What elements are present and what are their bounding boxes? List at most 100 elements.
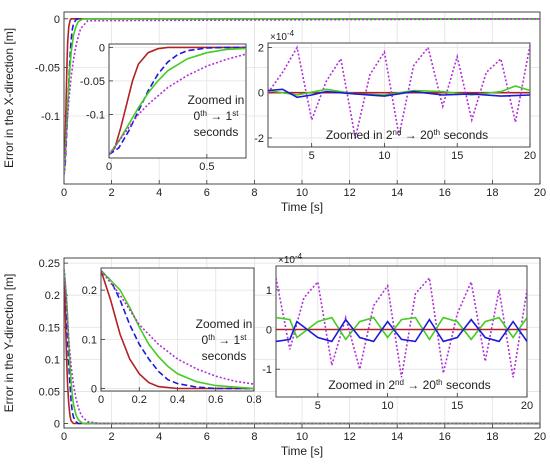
y-inset2-exponent-sup: -4 — [295, 252, 303, 261]
y-inset1-series-3 — [101, 270, 254, 385]
x-main-xtick-label: 2 — [109, 187, 115, 199]
x-inset1-series-2 — [109, 47, 246, 156]
y-main-series-3 — [64, 269, 540, 425]
y-main-ytick-label: 0 — [54, 419, 60, 431]
y-main-xlabel: Time [s] — [281, 444, 323, 458]
y-inset1-series-0 — [101, 270, 254, 390]
x-main-xtick-label: 4 — [156, 187, 162, 199]
x-main-series-3 — [64, 18, 540, 175]
x-inset2-xtick-label: 5 — [309, 150, 315, 162]
x-inset2-series-1 — [268, 45, 530, 139]
y-inset1-note-part: 0 — [202, 333, 209, 347]
x-main-xtick-label: 0 — [61, 187, 67, 199]
x-main-ytick-label: -0.05 — [35, 62, 60, 74]
y-main-xtick-label: 10 — [296, 431, 308, 443]
y-inset2-ytick-label: 1 — [266, 285, 272, 297]
y-inset1-xtick-label: 0.6 — [208, 394, 223, 406]
y-main-xtick-label: 12 — [343, 431, 355, 443]
y-inset2-series-2 — [276, 316, 527, 341]
x-main-xtick-label: 18 — [486, 187, 498, 199]
x-inset1-note-part: → 1 — [207, 109, 233, 123]
x-inset1-ytick-label: 0 — [99, 42, 105, 54]
x-inset2-caption-part: seconds — [440, 128, 488, 142]
y-main-xtick-label: 18 — [486, 431, 498, 443]
y-main-ytick-label: 0.1 — [45, 354, 60, 366]
x-inset1-series-3 — [109, 53, 246, 156]
x-main-ytick-label: 0 — [54, 14, 60, 26]
y-inset1-note-part: th — [208, 333, 215, 342]
y-main-ytick-label: 0.25 — [39, 258, 60, 270]
y-main-xtick-label: 20 — [534, 431, 546, 443]
y-inset1-ytick-label: 0.2 — [82, 285, 97, 297]
y-main-panel: 0 2 4 6 8 10 12 14 16 18 2000.050.10.150.20.25Time… — [2, 252, 546, 459]
y-main-ytick-label: 0.15 — [39, 322, 60, 334]
y-inset2-exponent-base: ×10 — [278, 255, 295, 266]
y-inset2-ytick-label: 0 — [266, 325, 272, 337]
y-main-xtick-label: 2 — [109, 431, 115, 443]
y-inset1-xtick-label: 0.8 — [246, 394, 261, 406]
y-inset2-caption: Zoomed in 2nd → 20th seconds — [328, 378, 490, 393]
x-inset1-note-line3: seconds — [194, 125, 239, 139]
x-main-series-2 — [64, 17, 540, 175]
y-inset1-note-part: st — [240, 333, 247, 342]
x-main-xtick-label: 14 — [391, 187, 403, 199]
y-main-series-0 — [64, 269, 540, 425]
x-main-xtick-label: 6 — [204, 187, 210, 199]
y-inset2-frame — [275, 265, 528, 398]
y-inset2-ytick-label: -1 — [262, 364, 272, 376]
y-main-xtick-label: 14 — [391, 431, 403, 443]
x-inset2-exponent-sup: -4 — [287, 29, 295, 38]
x-inset2-exponent-base: ×10 — [270, 32, 287, 43]
y-main-xtick-label: 4 — [156, 431, 162, 443]
y-inset1-xtick-label: 0.4 — [170, 394, 185, 406]
y-inset1-series-2 — [101, 269, 254, 390]
x-inset2-xtick-label: 10 — [378, 150, 390, 162]
y-inset2-series-1 — [276, 276, 527, 378]
y-inset1-ytick-label: 0 — [91, 384, 97, 396]
x-inset2-caption-part: Zoomed in 2 — [326, 128, 393, 142]
x-inset2-caption: Zoomed in 2nd → 20th seconds — [326, 128, 488, 143]
x-main-ytick-label: -0.1 — [41, 111, 60, 123]
y-inset2-xtick-label: 5 — [315, 400, 321, 412]
y-inset2-exponent: ×10-4 — [278, 252, 303, 267]
x-inset2-xtick-label: 20 — [524, 150, 536, 162]
y-main-ytick-label: 0.05 — [39, 386, 60, 398]
x-inset1-xtick-label: 0.5 — [199, 161, 214, 173]
x-main-xtick-label: 10 — [296, 187, 308, 199]
x-inset2-ytick-label: -2 — [254, 133, 264, 145]
y-inset1-xtick-label: 0.2 — [132, 394, 147, 406]
x-inset1-note-part: th — [200, 109, 207, 118]
x-inset1-note-part: 0 — [194, 109, 201, 123]
y-main-xtick-label: 0 — [61, 431, 67, 443]
y-inset1-note-line2: 0th → 1st — [202, 333, 248, 348]
x-inset1-ytick-label: -0.1 — [86, 109, 105, 121]
x-main-ylabel: Error in the X-direction [m] — [2, 28, 16, 168]
y-inset2-caption-part: Zoomed in 2 — [328, 378, 395, 392]
x-inset1-note-line2: 0th → 1st — [194, 109, 240, 124]
x-main-xlabel: Time [s] — [281, 200, 323, 214]
x-inset1-xtick-label: 0 — [106, 161, 112, 173]
x-inset2-exponent: ×10-4 — [270, 29, 295, 44]
x-main-xtick-label: 20 — [534, 187, 546, 199]
y-main-ytick-label: 0.2 — [45, 290, 60, 302]
y-main-series-1 — [64, 269, 540, 425]
y-inset2-xtick-label: 15 — [451, 400, 463, 412]
x-inset1-note-line1: Zoomed in — [188, 93, 245, 107]
y-inset2-xtick-label: 20 — [521, 400, 533, 412]
y-inset1-note-part: → 1 — [215, 333, 241, 347]
y-inset1-ytick-label: 0.1 — [82, 334, 97, 346]
y-inset1-xtick-label: 0 — [98, 394, 104, 406]
y-main-xtick-label: 8 — [251, 431, 257, 443]
x-inset1-background — [109, 44, 246, 158]
y-inset1-note-line3: seconds — [202, 349, 247, 363]
x-inset2-ytick-label: 0 — [258, 88, 264, 100]
x-inset2-series-3 — [268, 88, 530, 99]
y-inset1-series-1 — [101, 269, 254, 390]
y-inset2-caption-part: seconds — [443, 378, 491, 392]
x-inset2-caption-part: nd — [393, 128, 402, 137]
